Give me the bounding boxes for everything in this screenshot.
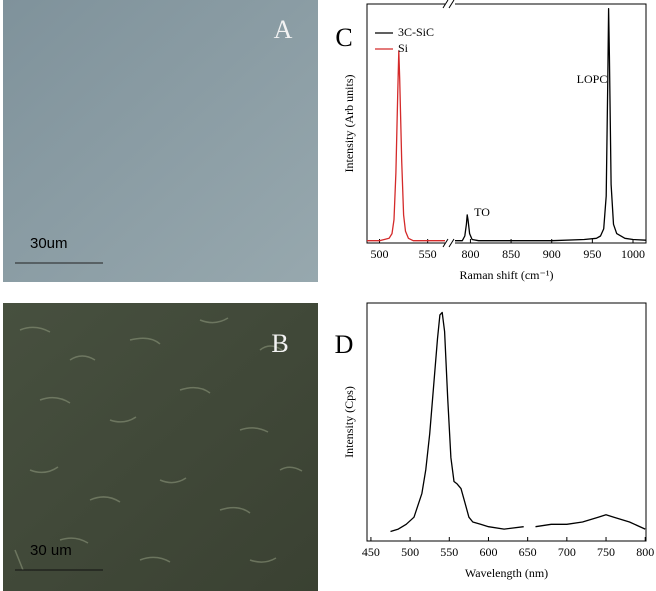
micrograph-b	[3, 303, 318, 591]
y-axis-label: Intensity (Cps)	[342, 386, 356, 458]
x-tick-label: 500	[371, 247, 389, 261]
legend-label: 3C-SiC	[398, 25, 434, 39]
x-axis-label: Raman shift (cm⁻¹)	[460, 268, 554, 282]
panel-letter: B	[271, 329, 288, 358]
micrograph-a	[3, 0, 318, 282]
axis-break-gap	[445, 0, 455, 247]
plot-frame	[366, 3, 647, 244]
x-tick-label: 700	[558, 545, 576, 559]
x-tick-label: 800	[461, 247, 479, 261]
x-tick-label: 500	[401, 545, 419, 559]
chart-c	[366, 0, 647, 248]
x-tick-label: 550	[419, 247, 437, 261]
legend-label: Si	[398, 41, 409, 55]
surface-texture	[14, 317, 303, 571]
x-tick-label: 850	[502, 247, 520, 261]
scale-label: 30um	[30, 235, 68, 252]
axis-break	[442, 0, 455, 248]
annotation: LOPC	[577, 72, 608, 86]
x-axis-label: Wavelength (nm)	[465, 566, 548, 580]
x-tick-label: 450	[362, 545, 380, 559]
x-tick-label: 800	[636, 545, 654, 559]
x-tick-label: 650	[519, 545, 537, 559]
panel-letter: A	[274, 15, 293, 44]
annotation: TO	[474, 205, 490, 219]
series-line	[367, 50, 445, 242]
x-tick-label: 600	[479, 545, 497, 559]
panel-letter: C	[335, 23, 352, 52]
series-line	[455, 8, 647, 242]
series-line	[390, 311, 646, 533]
scale-label: 30 um	[30, 542, 72, 559]
x-tick-label: 900	[543, 247, 561, 261]
x-tick-label: 950	[583, 247, 601, 261]
x-tick-label: 550	[440, 545, 458, 559]
y-axis-label: Intensity (Arb units)	[342, 75, 356, 173]
x-tick-label: 750	[597, 545, 615, 559]
chart-d	[366, 302, 647, 542]
plot-frame	[366, 302, 647, 542]
x-tick-label: 1000	[621, 247, 645, 261]
panel-letter: D	[335, 330, 354, 359]
